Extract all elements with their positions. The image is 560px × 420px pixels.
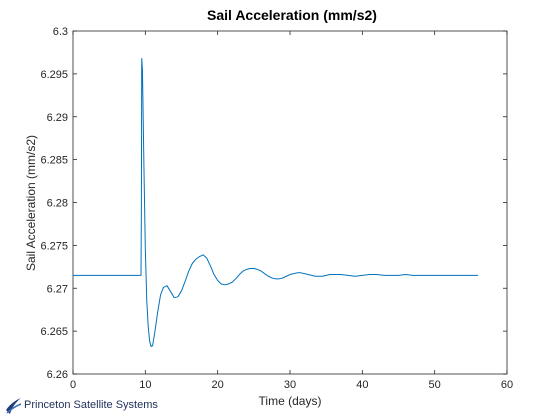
- y-tick-label: 6.26: [47, 369, 68, 381]
- y-tick-label: 6.265: [40, 326, 68, 338]
- axes: [72, 30, 508, 375]
- chart-title: Sail Acceleration (mm/s2): [207, 7, 377, 23]
- y-tick-label: 6.27: [47, 283, 68, 295]
- x-tick-label: 30: [284, 379, 296, 391]
- y-tick-label: 6.29: [47, 112, 68, 124]
- plot-area-box: [72, 30, 508, 375]
- x-tick-label: 60: [501, 379, 513, 391]
- y-axis-label: Sail Acceleration (mm/s2): [24, 135, 38, 271]
- y-tick-label: 6.28: [47, 198, 68, 210]
- x-tick-label: 0: [70, 379, 76, 391]
- logo-swoosh-icon: [6, 398, 22, 414]
- y-tick-label: 6.3: [53, 26, 68, 38]
- y-tick-label: 6.275: [40, 240, 68, 252]
- company-name: Princeton Satellite Systems: [24, 399, 158, 411]
- x-axis-label: Time (days): [259, 394, 322, 408]
- y-tick-label: 6.285: [40, 155, 68, 167]
- x-tick-label: 40: [356, 379, 368, 391]
- y-tick-label: 6.295: [40, 69, 68, 81]
- x-tick-label: 20: [212, 379, 224, 391]
- x-tick-label: 10: [139, 379, 151, 391]
- x-tick-label: 50: [429, 379, 441, 391]
- series-line: [73, 57, 479, 348]
- company-logo: Princeton Satellite Systems: [4, 392, 158, 418]
- ticks: 0 10 20 30 40 50 60 6.26 6.265 6.27 6.275 6.28 6.285…: [40, 26, 513, 391]
